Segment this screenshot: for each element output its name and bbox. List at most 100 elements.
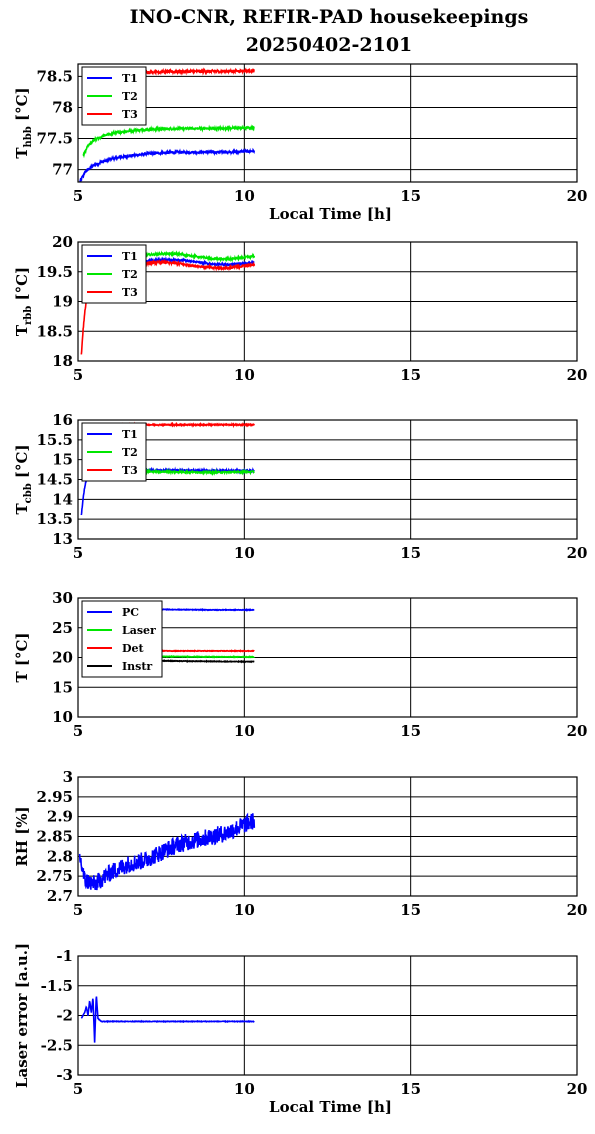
y-tick-label: 15 — [52, 678, 73, 696]
y-tick-label: 20 — [52, 649, 73, 667]
y-tick-label: 14.5 — [36, 471, 73, 489]
y-tick-label: 78.5 — [36, 67, 73, 85]
x-tick-label: 15 — [400, 366, 421, 384]
y-tick-label: 2.75 — [36, 867, 73, 885]
y-tick-label: 15.5 — [36, 431, 73, 449]
x-axis-label: Local Time [h] — [269, 1098, 392, 1116]
y-axis-label: Laser error [a.u.] — [13, 943, 31, 1088]
legend-label: T3 — [122, 286, 138, 299]
axes-frame — [77, 63, 578, 183]
x-tick-label: 15 — [400, 1080, 421, 1098]
series-line-laser — [80, 996, 255, 1043]
panel-rbb: 5 10 15 20 18 18.5 19 19.5 20 Trbb [°C] T1 T2 T3 — [13, 233, 587, 384]
panel-rh: 5 10 15 20 2.7 2.75 2.82.85 2.9 2.95 3 RH [%] — [13, 768, 587, 919]
y-tick-label: 19 — [52, 293, 73, 311]
legend-label: Instr — [122, 660, 152, 673]
x-tick-label: 5 — [73, 901, 83, 919]
y-tick-label: 13.5 — [36, 510, 73, 528]
x-tick-label: 10 — [234, 722, 255, 740]
y-tick-label: 2.95 — [36, 788, 73, 806]
legend-label: PC — [122, 606, 139, 619]
y-tick-label: 14 — [52, 490, 73, 508]
y-axis-label: Tcbb [°C] — [13, 444, 34, 514]
x-tick-label: 15 — [400, 187, 421, 205]
y-axis-label: T [°C] — [13, 632, 31, 682]
series-group — [80, 996, 255, 1043]
axes-frame — [77, 419, 578, 540]
y-tick-label: 3 — [63, 768, 73, 786]
y-tick-label: 2.9 — [47, 808, 73, 826]
legend-label: T2 — [122, 446, 138, 459]
x-tick-label: 5 — [73, 722, 83, 740]
x-tick-label: 10 — [234, 187, 255, 205]
series-group — [78, 812, 256, 891]
legend-label: T1 — [122, 250, 138, 263]
legend-label: T3 — [122, 108, 138, 121]
y-tick-label: 2.7 — [47, 887, 73, 905]
x-tick-label: 10 — [234, 366, 255, 384]
x-tick-label: 5 — [73, 1080, 83, 1098]
x-tick-label: 10 — [234, 1080, 255, 1098]
x-tick-label: 5 — [73, 187, 83, 205]
y-tick-label: 20 — [52, 233, 73, 251]
legend: T1 T2 T3 — [81, 422, 147, 482]
x-tick-label: 20 — [567, 187, 588, 205]
x-axis-label: Local Time [h] — [269, 205, 392, 223]
axes-frame — [77, 955, 578, 1076]
y-axis-label: Thbb [°C] — [13, 87, 34, 158]
y-tick-label: 2.85 — [36, 828, 73, 846]
x-tick-label: 20 — [567, 1080, 588, 1098]
legend: PC Laser Det Instr — [81, 600, 163, 678]
legend-label: T2 — [122, 90, 138, 103]
y-tick-label: 25 — [52, 619, 73, 637]
legend: T1 T2 T3 — [81, 244, 147, 304]
y-tick-label: 18 — [52, 352, 73, 370]
y-tick-label: 77 — [52, 161, 73, 179]
axes-frame — [77, 597, 578, 718]
y-tick-label: 10 — [52, 708, 73, 726]
figure-title-line2: 20250402-2101 — [246, 34, 413, 56]
x-tick-label: 20 — [567, 901, 588, 919]
legend-label: T1 — [122, 72, 138, 85]
y-tick-label: 16 — [52, 411, 73, 429]
panel-hbb: 5 10 15 20 77 77.5 78 78.5 Local Time [h] Thbb [°… — [13, 63, 588, 223]
figure-title-line1: INO-CNR, REFIR-PAD housekeepings — [130, 6, 529, 28]
y-tick-label: 78 — [52, 98, 73, 116]
x-tick-label: 5 — [73, 366, 83, 384]
y-tick-label: 2.8 — [47, 847, 73, 865]
y-tick-label: -2 — [56, 1007, 73, 1025]
y-tick-label: 18.5 — [36, 322, 73, 340]
y-tick-label: -1 — [56, 947, 73, 965]
legend-box — [81, 600, 163, 678]
legend-label: T1 — [122, 428, 138, 441]
y-tick-label: 19.5 — [36, 263, 73, 281]
series-line-rh — [78, 812, 256, 891]
y-tick-label: 77.5 — [36, 130, 73, 148]
legend-label: Det — [122, 642, 145, 655]
x-tick-label: 15 — [400, 722, 421, 740]
legend: T1 T2 T3 — [81, 66, 147, 126]
y-axis-label: RH [%] — [13, 806, 31, 866]
y-tick-label: 13 — [52, 530, 73, 548]
y-tick-label: -1.5 — [41, 977, 73, 995]
y-tick-label: -2.5 — [41, 1036, 73, 1054]
series-line-t2 — [82, 124, 255, 159]
axes-frame — [77, 241, 578, 362]
x-tick-label: 15 — [400, 544, 421, 562]
y-tick-label: -3 — [56, 1066, 73, 1084]
x-tick-label: 20 — [567, 544, 588, 562]
legend-label: T3 — [122, 464, 138, 477]
legend-label: Laser — [122, 624, 156, 637]
x-tick-label: 20 — [567, 366, 588, 384]
x-tick-label: 15 — [400, 901, 421, 919]
x-tick-label: 20 — [567, 722, 588, 740]
x-tick-label: 10 — [234, 901, 255, 919]
panel-laser: 5 10 15 20 -3 -2.5 -2 -1.5 -1 Local Time [h] Laser… — [13, 943, 587, 1116]
y-tick-label: 15 — [52, 451, 73, 469]
x-tick-label: 10 — [234, 544, 255, 562]
